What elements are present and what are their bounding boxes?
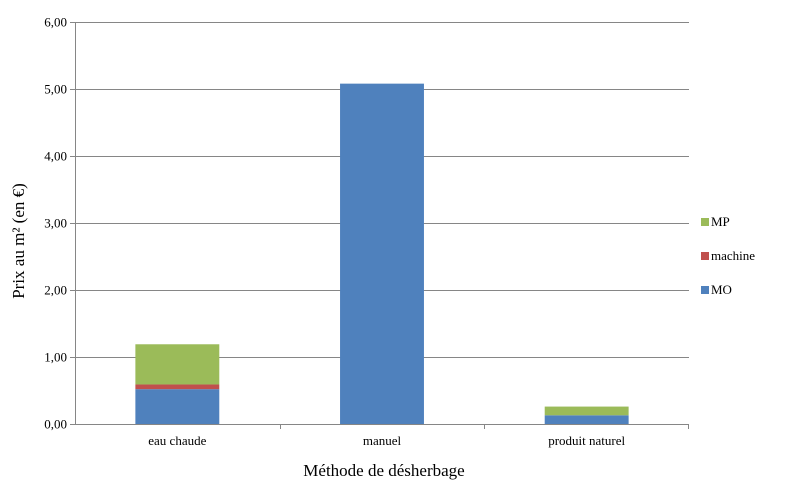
y-tick-labels: 0,00 1,00 2,00 3,00 4,00 5,00 6,00	[44, 15, 67, 432]
legend-label-mo: MO	[711, 282, 732, 297]
bar-machine-1	[135, 384, 220, 390]
x-tick-label: eau chaude	[148, 433, 206, 448]
bar-mo-3	[544, 415, 629, 424]
x-tick-label: produit naturel	[548, 433, 625, 448]
bar-mp-3	[544, 406, 629, 416]
x-tick-label: manuel	[363, 433, 402, 448]
legend-swatch-mo	[701, 286, 709, 294]
y-tick-label: 4,00	[44, 149, 67, 164]
y-tick-label: 5,00	[44, 82, 67, 97]
legend-swatch-machine	[701, 252, 709, 260]
bars	[135, 83, 629, 424]
y-tick-label: 1,00	[44, 350, 67, 365]
legend: MP machine MO	[701, 214, 755, 297]
bar-mp-1	[135, 344, 220, 385]
bar-mo-2	[340, 83, 424, 424]
y-tick-label: 6,00	[44, 15, 67, 30]
y-tick-label: 2,00	[44, 283, 67, 298]
x-axis-title: Méthode de désherbage	[303, 461, 464, 480]
axes	[70, 22, 689, 429]
y-tick-label: 0,00	[44, 417, 67, 432]
x-tick-labels: eau chaude manuel produit naturel	[148, 433, 625, 448]
bar-mo-1	[135, 389, 220, 424]
legend-label-machine: machine	[711, 248, 755, 263]
y-tick-label: 3,00	[44, 216, 67, 231]
legend-swatch-mp	[701, 218, 709, 226]
legend-label-mp: MP	[711, 214, 730, 229]
y-axis-title: Prix au m² (en €)	[9, 183, 28, 299]
